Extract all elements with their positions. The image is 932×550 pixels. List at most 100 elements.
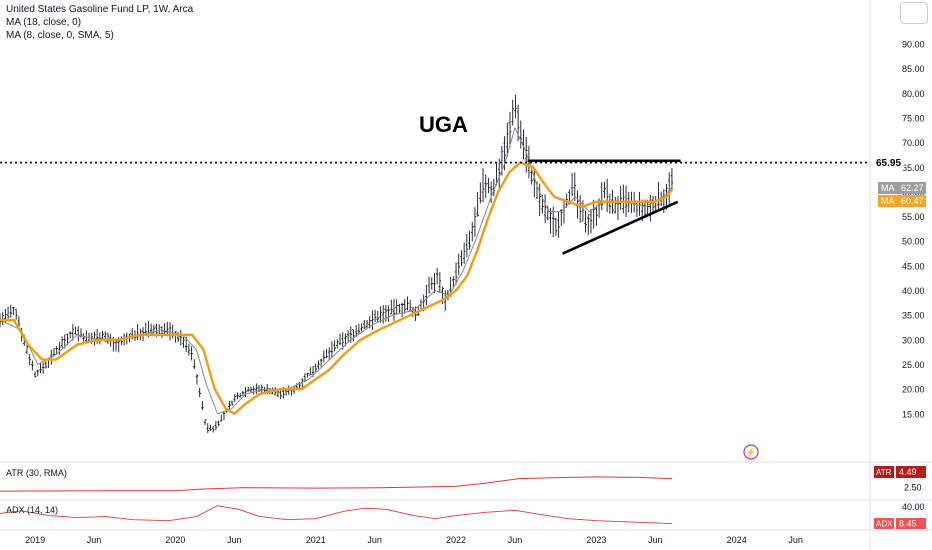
x-tick-label: Jun bbox=[227, 535, 242, 545]
ma-18-line bbox=[0, 161, 674, 415]
ohlc-bar bbox=[392, 298, 396, 321]
x-tick-label: 2019 bbox=[25, 535, 45, 545]
ohlc-bar bbox=[406, 296, 409, 311]
ohlc-bar bbox=[249, 386, 253, 393]
x-tick-label: 2021 bbox=[306, 535, 326, 545]
x-tick-label: Jun bbox=[508, 535, 523, 545]
ohlc-bar bbox=[595, 205, 598, 226]
ohlc-bar bbox=[12, 306, 15, 316]
ohlc-bar bbox=[403, 298, 407, 314]
ohlc-bar bbox=[352, 329, 355, 342]
ohlc-bar bbox=[163, 323, 166, 335]
ohlc-bar bbox=[44, 361, 48, 369]
ohlc-bar bbox=[319, 358, 323, 367]
ohlc-bar bbox=[649, 195, 652, 222]
ohlc-bar bbox=[376, 310, 380, 323]
ohlc-bar bbox=[600, 182, 604, 211]
ohlc-bar bbox=[433, 273, 436, 294]
ma-fast-badge-bg bbox=[878, 182, 926, 194]
ohlc-bar bbox=[387, 305, 390, 322]
ohlc-bar bbox=[76, 326, 80, 342]
ohlc-bar bbox=[476, 192, 479, 217]
ohlc-bar bbox=[101, 330, 104, 340]
adx-value: 8.45 bbox=[899, 519, 917, 529]
ohlc-bar bbox=[354, 324, 358, 338]
ohlc-bar bbox=[157, 324, 161, 335]
ohlc-bar bbox=[219, 414, 223, 422]
chart-title: United States Gasoline Fund LP, 1W, Arca bbox=[6, 4, 194, 15]
ohlc-bar bbox=[206, 423, 210, 434]
ohlc-bar bbox=[309, 367, 312, 376]
ohlc-bar bbox=[589, 208, 593, 234]
ohlc-bar bbox=[430, 277, 434, 290]
ohlc-bar bbox=[638, 191, 641, 216]
ohlc-bar bbox=[460, 250, 463, 267]
ohlc-bar bbox=[41, 362, 45, 374]
ohlc-bar bbox=[58, 341, 61, 355]
atr-tag: ATR bbox=[876, 468, 892, 477]
ohlc-bar bbox=[306, 372, 309, 378]
x-tick-label: Jun bbox=[367, 535, 382, 545]
ohlc-bar bbox=[454, 262, 458, 285]
price-bars bbox=[0, 94, 674, 434]
ohlc-bar bbox=[25, 344, 29, 355]
ohlc-bar bbox=[427, 276, 431, 294]
ohlc-bar bbox=[470, 221, 474, 242]
ohlc-bar bbox=[346, 330, 350, 342]
lightning-glyph: ⚡ bbox=[745, 447, 756, 459]
atr-line bbox=[0, 476, 673, 492]
ohlc-bar bbox=[408, 299, 412, 312]
adx-tick-label: 40.00 bbox=[902, 502, 925, 512]
ohlc-bar bbox=[519, 120, 523, 149]
ohlc-bar bbox=[557, 211, 560, 238]
ohlc-bar bbox=[524, 136, 528, 173]
ohlc-bar bbox=[613, 196, 617, 214]
ma-8-line bbox=[0, 127, 673, 415]
ma-slow-badge-label: MA bbox=[881, 196, 895, 206]
ohlc-bar bbox=[236, 392, 239, 400]
ohlc-bar bbox=[344, 333, 347, 347]
ohlc-bar bbox=[395, 299, 398, 315]
ohlc-bar bbox=[379, 306, 382, 323]
atr-label: ATR (30, RMA) bbox=[6, 468, 67, 478]
ohlc-bar bbox=[635, 200, 639, 218]
ohlc-bar bbox=[462, 242, 466, 265]
ohlc-bar bbox=[578, 195, 582, 223]
ohlc-bar bbox=[255, 383, 258, 394]
ohlc-bar bbox=[317, 360, 320, 369]
ohlc-bar bbox=[360, 323, 363, 332]
ohlc-bar bbox=[60, 336, 64, 349]
y-tick-label: 25.00 bbox=[902, 360, 925, 370]
adx-value-bg bbox=[896, 518, 926, 529]
lightning-icon bbox=[743, 444, 759, 460]
ohlc-bar bbox=[605, 178, 609, 212]
ohlc-bar bbox=[457, 253, 461, 276]
y-tick-label: 15.00 bbox=[902, 409, 925, 419]
y-tick-label: 75.00 bbox=[902, 113, 925, 123]
ma-8-label: MA (8, close, 0, SMA, 5) bbox=[6, 30, 114, 41]
ohlc-bar bbox=[481, 168, 485, 203]
x-tick-label: 2024 bbox=[727, 535, 747, 545]
ohlc-bar bbox=[192, 359, 196, 370]
ohlc-bar bbox=[214, 421, 218, 431]
last-price-badge-bg bbox=[872, 155, 904, 170]
ohlc-bar bbox=[217, 420, 220, 427]
y-tick-label: 55.00 bbox=[902, 212, 925, 222]
ohlc-bar bbox=[160, 326, 164, 338]
ohlc-bar bbox=[538, 183, 542, 217]
ohlc-bar bbox=[616, 196, 620, 220]
adx-tag-bg bbox=[874, 518, 894, 529]
y-tick-label: 80.00 bbox=[902, 89, 925, 99]
atr-value: 4.49 bbox=[899, 467, 917, 477]
ohlc-bar bbox=[209, 424, 212, 432]
ohlc-bar bbox=[330, 341, 334, 358]
ohlc-bar bbox=[260, 384, 264, 393]
uga-annotation: UGA bbox=[419, 112, 468, 137]
layout-toggle-button[interactable] bbox=[900, 2, 928, 24]
ohlc-bar bbox=[201, 400, 204, 410]
ohlc-bar bbox=[357, 323, 361, 334]
ma-fast-badge-label: MA bbox=[881, 183, 895, 193]
ohlc-bar bbox=[6, 306, 10, 319]
ohlc-bar bbox=[608, 193, 612, 214]
